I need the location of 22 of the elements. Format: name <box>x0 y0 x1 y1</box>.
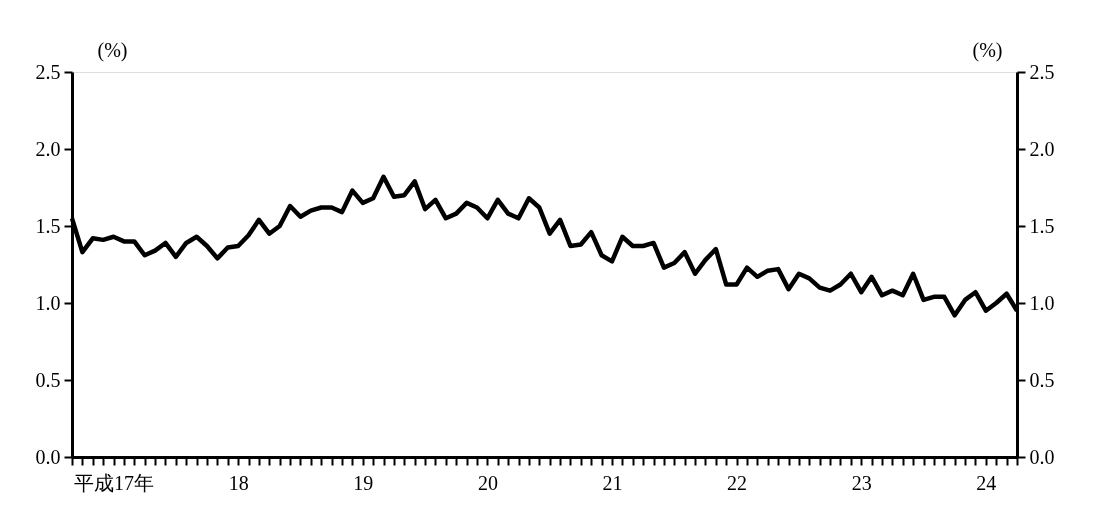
y-tick-label: 1.5 <box>35 214 61 237</box>
y-tick-label: 0.0 <box>35 445 61 468</box>
x-tick-label: 平成17年 <box>74 471 155 494</box>
y2-tick-label: 2.5 <box>1029 60 1055 83</box>
x-tick-label: 20 <box>477 471 498 494</box>
x-tick-label: 19 <box>353 471 374 494</box>
x-tick-label: 21 <box>602 471 623 494</box>
y2-tick-label: 1.0 <box>1029 291 1055 314</box>
x-tick-label: 23 <box>851 471 872 494</box>
y2-axis-title: (%) <box>972 38 1003 62</box>
x-tick-label: 24 <box>976 471 997 494</box>
y-tick-label: 0.5 <box>35 368 61 391</box>
y2-tick-label: 1.5 <box>1029 214 1055 237</box>
y2-tick-label: 2.0 <box>1029 137 1055 160</box>
y-tick-label: 2.0 <box>35 137 61 160</box>
y-axis-title: (%) <box>97 38 128 62</box>
y2-tick-label: 0.0 <box>1029 445 1055 468</box>
y2-tick-label: 0.5 <box>1029 368 1055 391</box>
y-tick-label: 1.0 <box>35 291 61 314</box>
y-tick-label: 2.5 <box>35 60 61 83</box>
x-tick-label: 22 <box>727 471 748 494</box>
x-tick-label: 18 <box>228 471 249 494</box>
